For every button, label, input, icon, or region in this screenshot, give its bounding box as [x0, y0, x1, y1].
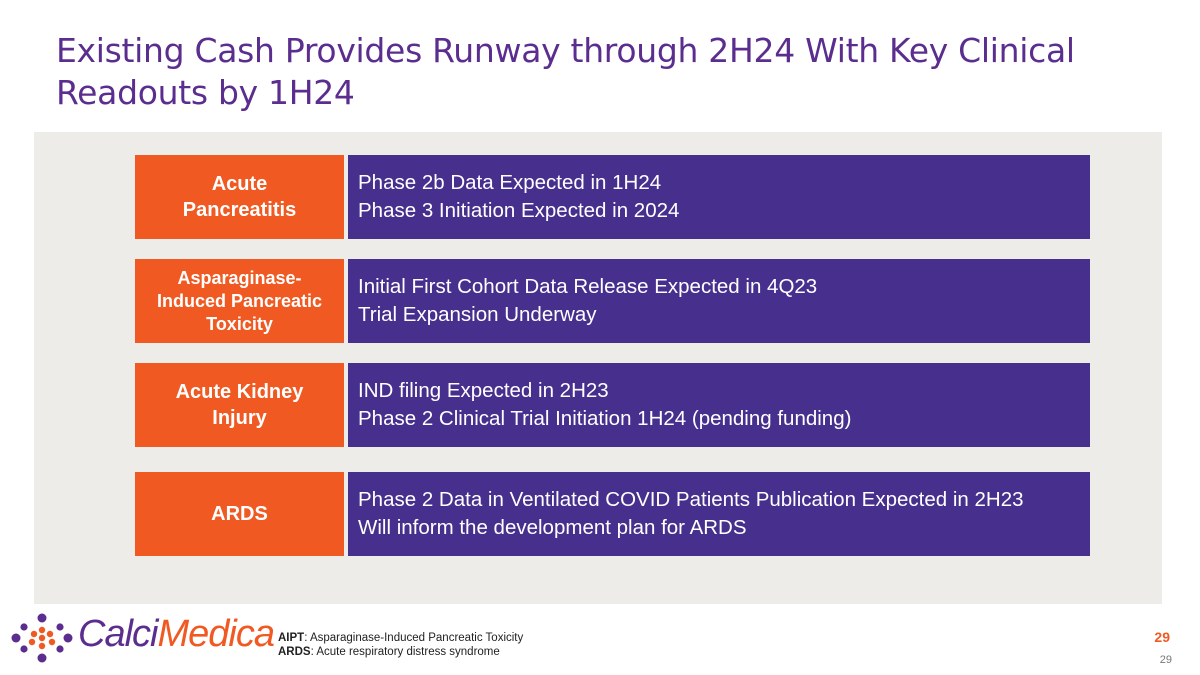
footnote-term: ARDS	[278, 646, 311, 658]
abbreviation-footnotes: AIPT: Asparaginase-Induced Pancreatic To…	[278, 631, 523, 659]
description-line: Initial First Cohort Data Release Expect…	[358, 275, 818, 298]
page-number-secondary: 29	[1159, 654, 1172, 666]
calcimedica-logo-icon	[11, 613, 73, 663]
slide-title: Existing Cash Provides Runway through 2H…	[56, 31, 1075, 112]
description-line: IND filing Expected in 2H23	[358, 379, 609, 402]
indication-row: Acute Kidney Injury IND filing Expected …	[135, 363, 1090, 447]
logo-part-medica: Medica	[157, 613, 274, 655]
description-line: Phase 2 Clinical Trial Initiation 1H24 (…	[358, 407, 852, 430]
footnote-aipt: AIPT: Asparaginase-Induced Pancreatic To…	[278, 631, 523, 645]
page-number: 29	[1154, 629, 1170, 645]
footnote-term: AIPT	[278, 632, 305, 644]
indication-row: Asparaginase-Induced Pancreatic Toxicity…	[135, 259, 1090, 343]
description-line: Phase 3 Initiation Expected in 2024	[358, 199, 680, 222]
indication-label: Asparaginase-Induced Pancreatic Toxicity	[135, 259, 344, 343]
indication-description: Initial First Cohort Data Release Expect…	[348, 259, 1090, 343]
logo-part-calci: Calci	[78, 613, 158, 655]
indication-label: Acute Kidney Injury	[135, 363, 344, 447]
footnote-definition: : Asparaginase-Induced Pancreatic Toxici…	[304, 632, 524, 644]
company-logo-wordmark: CalciMedica	[78, 613, 275, 656]
indication-row: Acute Pancreatitis Phase 2b Data Expecte…	[135, 155, 1090, 239]
indication-description: Phase 2 Data in Ventilated COVID Patient…	[348, 472, 1090, 556]
footnote-ards: ARDS: Acute respiratory distress syndrom…	[278, 645, 523, 659]
description-line: Phase 2 Data in Ventilated COVID Patient…	[358, 488, 1024, 511]
indication-label: ARDS	[135, 472, 344, 556]
description-line: Trial Expansion Underway	[358, 303, 597, 326]
description-line: Will inform the development plan for ARD…	[358, 516, 747, 539]
indication-label: Acute Pancreatitis	[135, 155, 344, 239]
indication-description: IND filing Expected in 2H23 Phase 2 Clin…	[348, 363, 1090, 447]
footnote-definition: : Acute respiratory distress syndrome	[310, 646, 500, 658]
description-line: Phase 2b Data Expected in 1H24	[358, 171, 662, 194]
indication-description: Phase 2b Data Expected in 1H24 Phase 3 I…	[348, 155, 1090, 239]
indication-row: ARDS Phase 2 Data in Ventilated COVID Pa…	[135, 472, 1090, 556]
